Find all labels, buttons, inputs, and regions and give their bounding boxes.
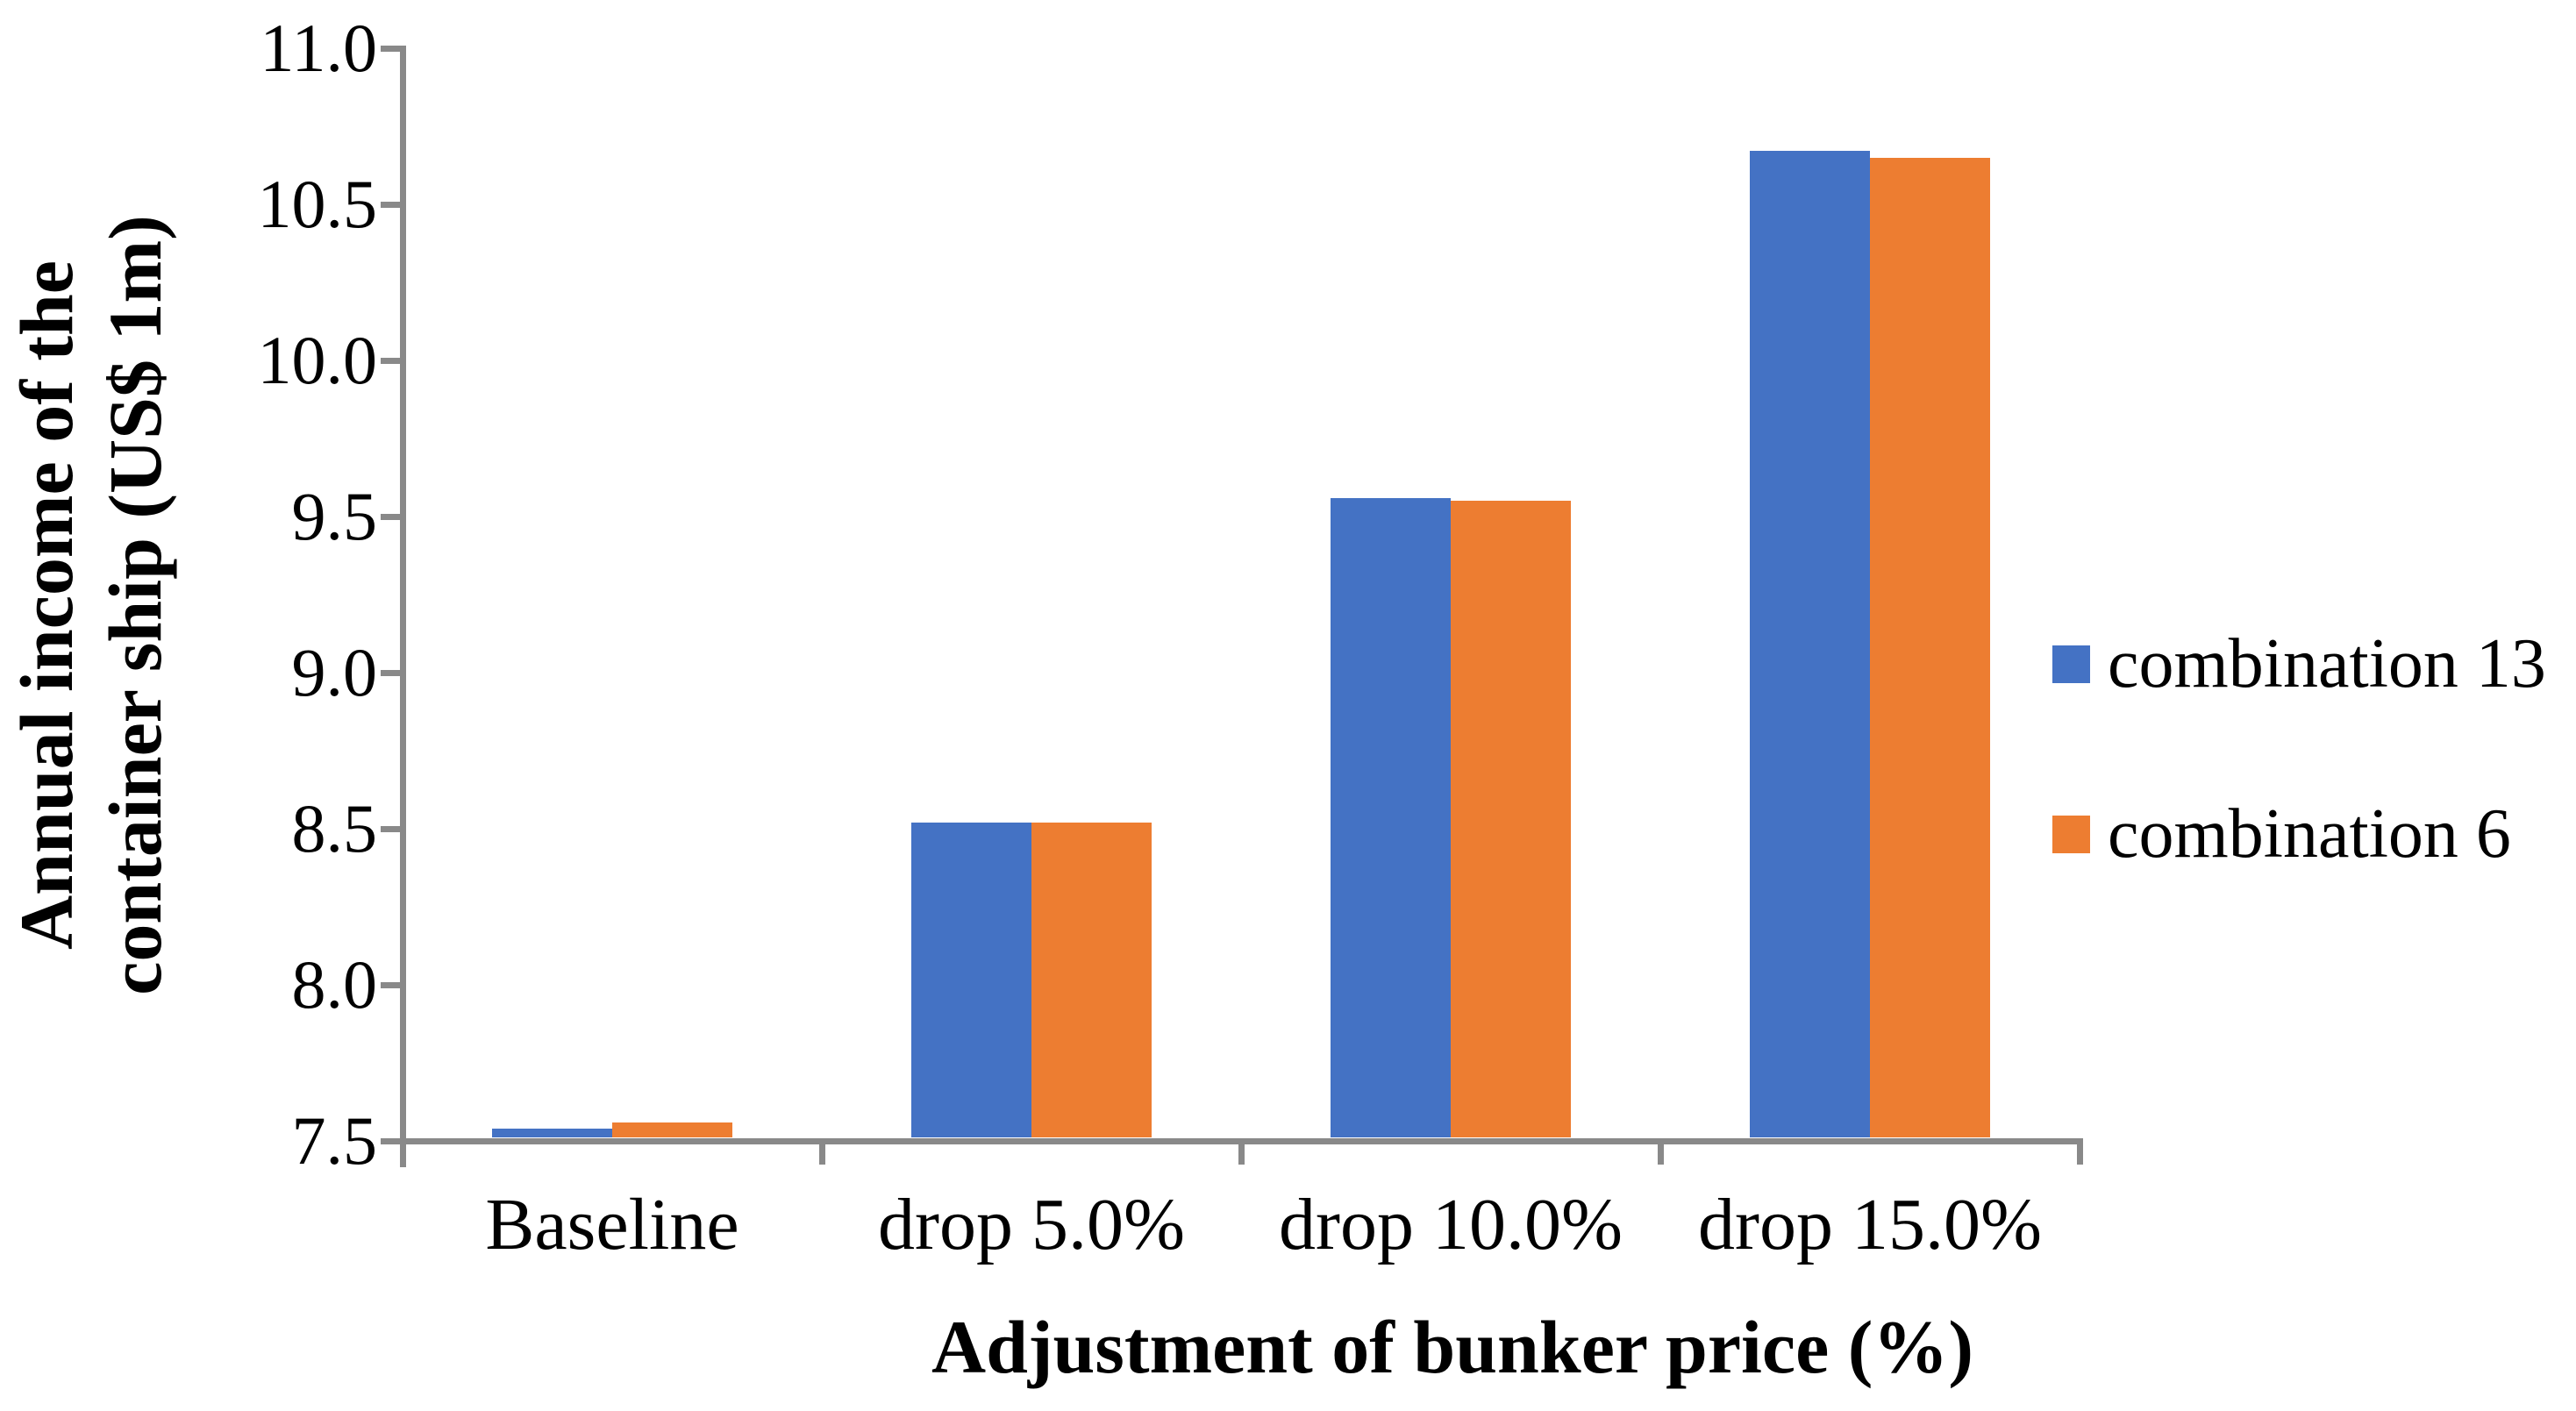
y-tick [381, 669, 403, 676]
bar-combination-13-drop-5.0% [911, 822, 1031, 1138]
y-tick-label: 8.5 [291, 790, 378, 866]
legend-swatch-combination-6 [2052, 815, 2090, 853]
x-axis-title: Adjustment of bunker price (%) [931, 1305, 1974, 1389]
y-tick [381, 825, 403, 832]
y-tick [381, 981, 403, 988]
y-tick-label: 10.5 [257, 166, 378, 242]
y-tick [381, 45, 403, 52]
legend-label-combination-6: combination 6 [2108, 795, 2511, 873]
x-category-label-drop-5.0%: drop 5.0% [878, 1184, 1185, 1265]
bar-combination-13-drop-15.0% [1750, 151, 1870, 1138]
y-tick-label: 10.0 [257, 322, 378, 398]
bar-combination-6-drop-5.0% [1031, 822, 1152, 1138]
legend-swatch-combination-13 [2052, 645, 2090, 683]
legend-entry-combination-13: combination 13 [2052, 626, 2546, 702]
y-tick-label: 9.0 [291, 634, 378, 710]
x-tick [2076, 1137, 2083, 1165]
legend-label-combination-13: combination 13 [2108, 625, 2546, 702]
y-tick-label: 11.0 [260, 10, 377, 86]
bar-combination-13-baseline [492, 1128, 612, 1138]
bar-combination-6-drop-15.0% [1870, 157, 1990, 1138]
y-tick-label: 7.5 [291, 1102, 378, 1179]
bar-combination-6-baseline [612, 1122, 732, 1138]
y-tick [381, 513, 403, 520]
x-tick [1657, 1137, 1664, 1165]
legend-entry-combination-6: combination 6 [2052, 796, 2511, 872]
x-category-label-drop-15.0%: drop 15.0% [1698, 1184, 2042, 1265]
y-axis-line [399, 46, 406, 1167]
bar-combination-6-drop-10.0% [1451, 501, 1571, 1138]
bar-combination-13-drop-10.0% [1331, 497, 1451, 1138]
y-tick [381, 201, 403, 208]
x-category-label-drop-10.0%: drop 10.0% [1279, 1184, 1623, 1265]
x-axis-line [381, 1137, 2080, 1144]
y-tick [381, 357, 403, 364]
y-tick-label: 8.0 [291, 946, 378, 1023]
x-category-label-baseline: Baseline [485, 1184, 739, 1265]
y-tick-label: 9.5 [291, 478, 378, 554]
x-tick [1238, 1137, 1245, 1165]
x-tick [818, 1137, 825, 1165]
